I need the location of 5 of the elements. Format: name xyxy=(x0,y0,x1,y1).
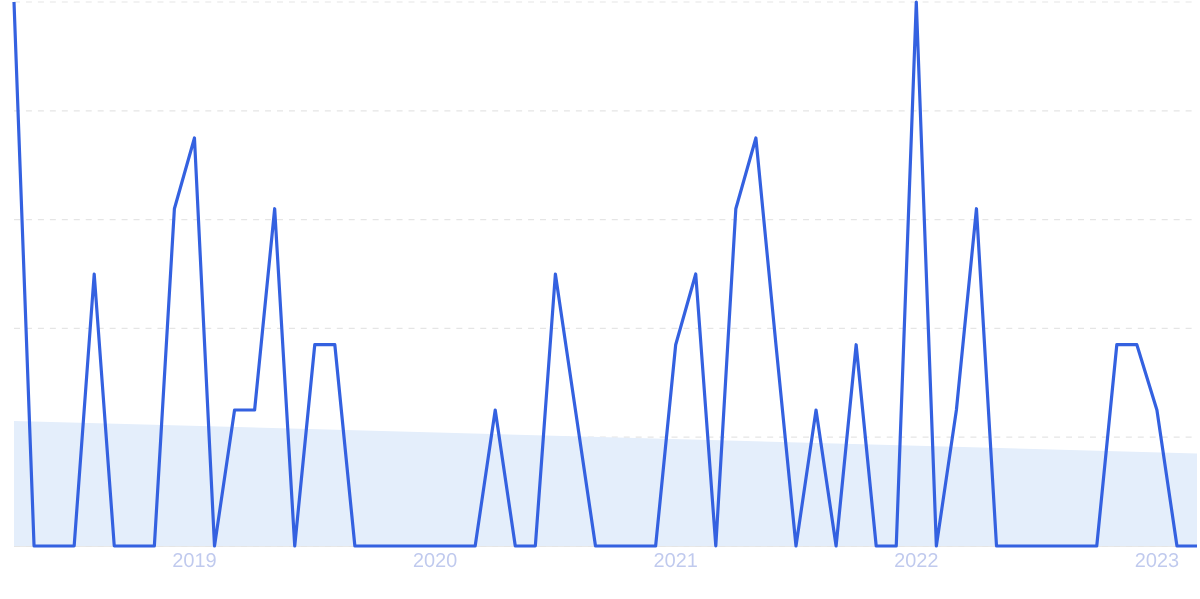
x-tick-label: 2023 xyxy=(1135,553,1179,568)
x-tick-label: 2021 xyxy=(654,553,697,568)
x-tick-label: 2020 xyxy=(413,553,457,568)
x-tick-label: 2022 xyxy=(895,553,938,568)
x-tick-label: 2019 xyxy=(173,553,216,568)
